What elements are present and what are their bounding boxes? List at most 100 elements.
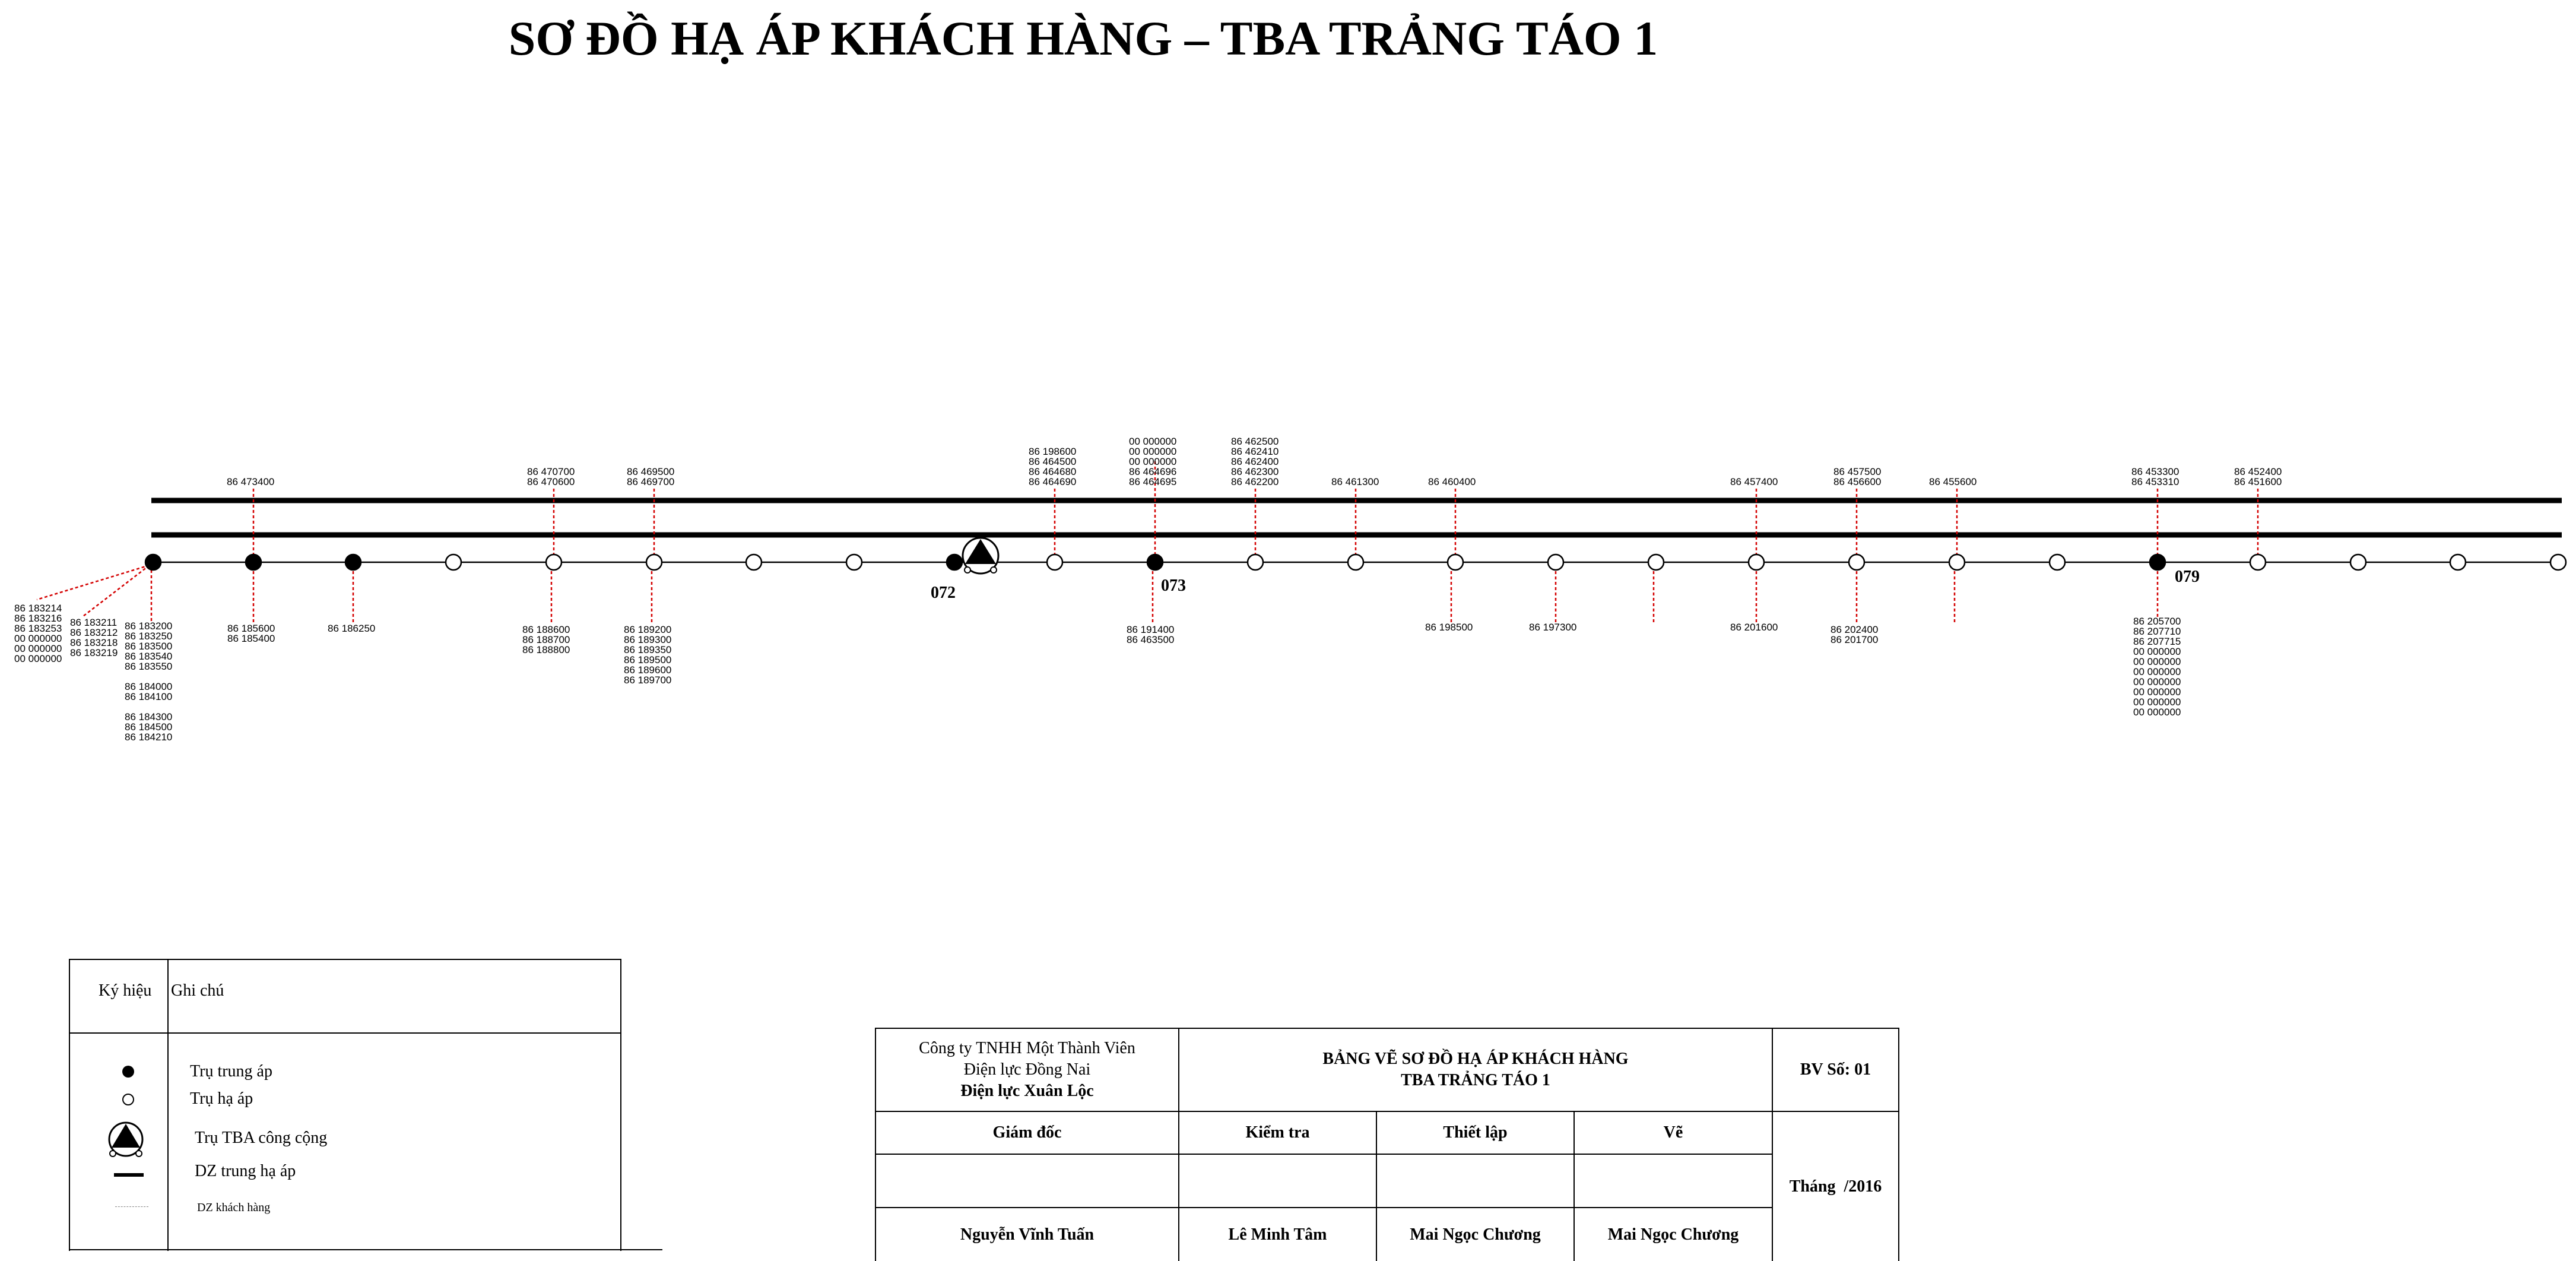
- customer-code: 86 189700: [624, 674, 671, 686]
- tb-date: Tháng /2016: [1772, 1111, 1899, 1261]
- customer-code: 86 183550: [125, 661, 172, 672]
- lv-pole-17: [1848, 553, 1866, 571]
- customer-code: 86 457400: [1730, 476, 1778, 487]
- substation-triangle-icon: [108, 1121, 144, 1157]
- tb-name-setup: Mai Ngọc Chương: [1376, 1207, 1573, 1261]
- customer-code: 86 456600: [1833, 476, 1881, 487]
- customer-code: 86 183211: [70, 617, 117, 628]
- customer-code: 86 470600: [527, 476, 575, 487]
- customer-code: 86 188800: [522, 644, 570, 655]
- tb-name-draw: Mai Ngọc Chương: [1573, 1207, 1772, 1261]
- lv-pole-9: [1046, 553, 1064, 571]
- lv-pole-14: [1547, 553, 1565, 571]
- title-block: Công ty TNHH Một Thành Viên Điện lực Đồn…: [875, 1028, 1899, 1261]
- lv-pole-15: [1647, 553, 1665, 571]
- legend-col-symbol: Ký hiệu: [99, 981, 152, 1000]
- customer-code: 00 000000: [2133, 676, 2181, 687]
- customer-drop-lines: [36, 461, 2259, 625]
- tb-company: Công ty TNHH Một Thành Viên Điện lực Đồn…: [875, 1028, 1178, 1111]
- tb-role-check: Kiểm tra: [1178, 1111, 1376, 1154]
- customer-code: 86 184300: [125, 711, 172, 723]
- customer-code: 00 000000: [1129, 436, 1176, 447]
- customer-code: 86 202400: [1831, 624, 1878, 635]
- mv-pole-20: [2149, 553, 2166, 571]
- customer-code: 86 185400: [227, 633, 275, 644]
- customer-code: 86 189600: [624, 664, 671, 676]
- legend-label-line: DZ trung hạ áp: [195, 1162, 296, 1180]
- customer-code: 86 464500: [1029, 456, 1076, 467]
- legend-label-substation: Trụ TBA công cộng: [195, 1129, 328, 1147]
- lv-pole-7: [845, 553, 863, 571]
- tb-company-line2: Điện lực Đồng Nai: [963, 1060, 1091, 1079]
- customer-code: 86 189300: [624, 634, 671, 645]
- customer-code: 00 000000: [1129, 456, 1176, 467]
- lv-pole-19: [2048, 553, 2066, 571]
- substation-node-right: [990, 566, 997, 574]
- customer-code: 86 183216: [14, 613, 62, 624]
- tb-name-check: Lê Minh Tâm: [1178, 1207, 1376, 1261]
- pole-id-079: 079: [2175, 568, 2200, 586]
- substation-triangle: [965, 539, 996, 564]
- mv-pole-8: [946, 553, 963, 571]
- customer-code: 00 000000: [2133, 656, 2181, 667]
- customer-code: 86 464695: [1129, 476, 1176, 487]
- tb-sign-director: [875, 1154, 1178, 1207]
- customer-code: 86 457500: [1833, 466, 1881, 477]
- customer-code: 86 188700: [522, 634, 570, 645]
- customer-code: 86 184210: [125, 731, 172, 743]
- legend-divider: [167, 960, 169, 1251]
- customer-code: 86 455600: [1929, 476, 1977, 487]
- customer-code: 86 470700: [527, 466, 575, 477]
- customer-code: 86 469700: [627, 476, 674, 487]
- customer-code: 86 183250: [125, 630, 172, 642]
- customer-code: 86 183219: [70, 647, 118, 658]
- customer-code: 86 184000: [125, 681, 172, 692]
- customer-code: 86 198500: [1425, 622, 1473, 633]
- customer-code: 86 451600: [2234, 476, 2282, 487]
- pole-id-072: 072: [931, 584, 956, 602]
- lv-pole-22: [2349, 553, 2367, 571]
- customer-code: 86 453310: [2131, 476, 2179, 487]
- pole-markers: [144, 553, 2567, 571]
- customer-code: 00 000000: [2133, 706, 2181, 718]
- customer-code: 86 462400: [1231, 456, 1279, 467]
- lv-pole-16: [1747, 553, 1765, 571]
- tb-sign-check: [1178, 1154, 1376, 1207]
- lv-pole-18: [1948, 553, 1966, 571]
- lv-pole-3: [445, 553, 462, 571]
- customer-code: 86 183214: [14, 603, 62, 614]
- customer-code: 86 183500: [125, 641, 172, 652]
- customer-code: 86 469500: [627, 466, 674, 477]
- customer-code: 00 000000: [2133, 686, 2181, 698]
- lv-pole-5: [645, 553, 663, 571]
- customer-code: 00 000000: [2133, 666, 2181, 677]
- customer-code: 86 462410: [1231, 446, 1279, 457]
- legend-bottom-line: [69, 1249, 662, 1250]
- hollow-circle-icon: [122, 1094, 134, 1105]
- customer-code: 86 183200: [125, 620, 172, 632]
- tb-drawing-line2: TBA TRẢNG TÁO 1: [1401, 1071, 1550, 1089]
- filled-circle-icon: [122, 1066, 134, 1078]
- customer-code: 86 198600: [1029, 446, 1076, 457]
- mv-pole-0: [144, 553, 162, 571]
- customer-code: 86 184100: [125, 691, 172, 702]
- tb-drawing-title: BẢNG VẼ SƠ ĐỒ HẠ ÁP KHÁCH HÀNG TBA TRẢNG…: [1178, 1028, 1772, 1111]
- customer-code: 86 201700: [1831, 634, 1878, 645]
- mv-pole-1: [245, 553, 262, 571]
- customer-code: 00 000000: [14, 643, 62, 654]
- lv-pole-4: [545, 553, 563, 571]
- legend-label-lv-pole: Trụ hạ áp: [190, 1089, 253, 1108]
- customer-code: 86 464680: [1029, 466, 1076, 477]
- thick-line-icon: [114, 1173, 144, 1177]
- customer-code: 86 188600: [522, 624, 570, 635]
- tb-company-line3: Điện lực Xuân Lộc: [960, 1082, 1094, 1100]
- customer-code: 86 189500: [624, 654, 671, 666]
- lv-pole-21: [2249, 553, 2267, 571]
- customer-code: 86 201600: [1730, 622, 1778, 633]
- customer-code: 86 463500: [1127, 634, 1174, 645]
- customer-code: 86 464696: [1129, 466, 1176, 477]
- tb-role-draw: Vẽ: [1573, 1111, 1772, 1154]
